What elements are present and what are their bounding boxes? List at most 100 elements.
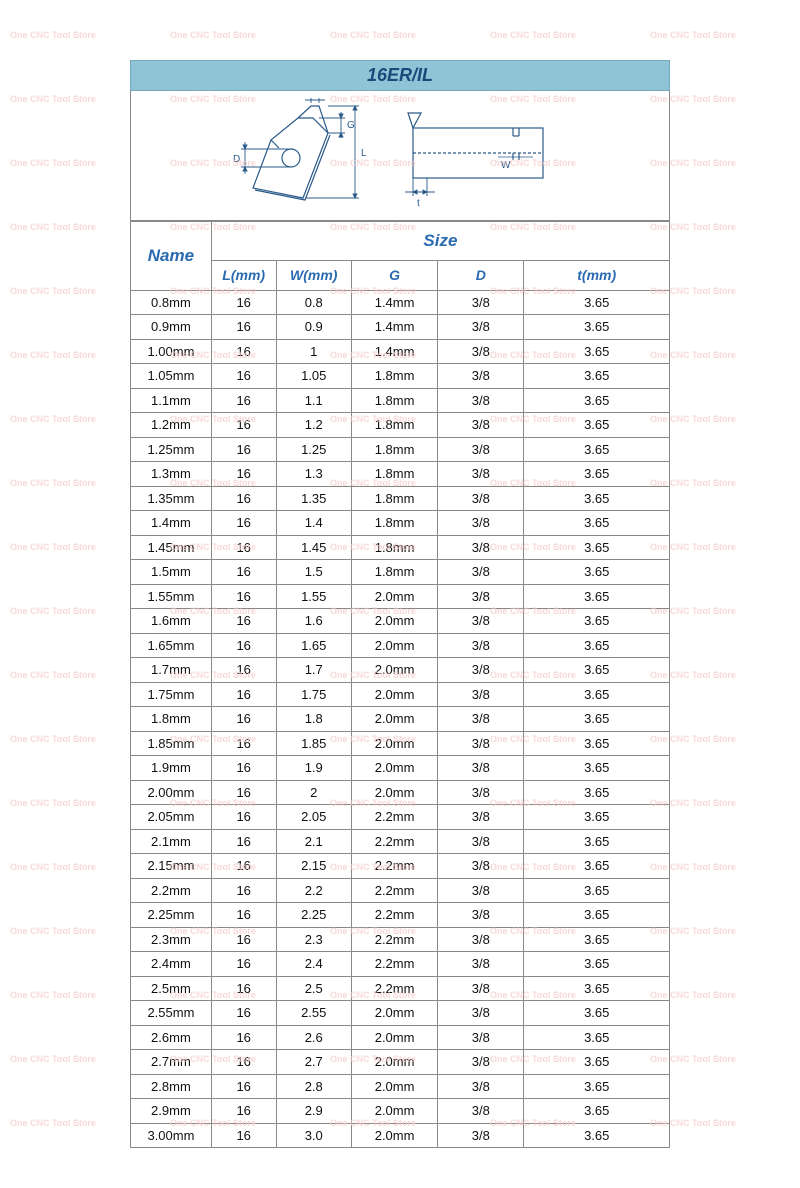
watermark-text: One CNC Tool Store	[10, 670, 96, 680]
cell-t: 3.65	[524, 462, 670, 487]
cell-name: 1.45mm	[131, 535, 212, 560]
cell-G: 1.8mm	[351, 413, 437, 438]
cell-name: 3.00mm	[131, 1123, 212, 1148]
cell-L: 16	[211, 290, 276, 315]
cell-L: 16	[211, 339, 276, 364]
cell-D: 3/8	[438, 609, 524, 634]
watermark-text: One CNC Tool Store	[10, 542, 96, 552]
cell-t: 3.65	[524, 1025, 670, 1050]
cell-L: 16	[211, 560, 276, 585]
cell-W: 2.25	[276, 903, 351, 928]
cell-name: 2.7mm	[131, 1050, 212, 1075]
table-row: 2.25mm162.252.2mm3/83.65	[131, 903, 670, 928]
table-row: 1.4mm161.41.8mm3/83.65	[131, 511, 670, 536]
cell-W: 2.3	[276, 927, 351, 952]
cell-L: 16	[211, 780, 276, 805]
cell-L: 16	[211, 511, 276, 536]
cell-D: 3/8	[438, 829, 524, 854]
cell-G: 2.2mm	[351, 854, 437, 879]
table-row: 1.2mm161.21.8mm3/83.65	[131, 413, 670, 438]
cell-D: 3/8	[438, 511, 524, 536]
cell-W: 1.8	[276, 707, 351, 732]
cell-name: 2.9mm	[131, 1099, 212, 1124]
table-row: 1.85mm161.852.0mm3/83.65	[131, 731, 670, 756]
cell-L: 16	[211, 658, 276, 683]
cell-L: 16	[211, 1001, 276, 1026]
cell-G: 2.2mm	[351, 952, 437, 977]
cell-t: 3.65	[524, 1123, 670, 1148]
cell-G: 1.8mm	[351, 560, 437, 585]
cell-D: 3/8	[438, 658, 524, 683]
watermark-text: One CNC Tool Store	[10, 30, 96, 40]
cell-W: 2.05	[276, 805, 351, 830]
cell-W: 2	[276, 780, 351, 805]
table-row: 1.45mm161.451.8mm3/83.65	[131, 535, 670, 560]
cell-t: 3.65	[524, 388, 670, 413]
cell-W: 1.65	[276, 633, 351, 658]
cell-W: 3.0	[276, 1123, 351, 1148]
cell-D: 3/8	[438, 878, 524, 903]
cell-name: 1.00mm	[131, 339, 212, 364]
cell-W: 1.35	[276, 486, 351, 511]
watermark-text: One CNC Tool Store	[10, 1054, 96, 1064]
cell-G: 1.4mm	[351, 315, 437, 340]
watermark-text: One CNC Tool Store	[10, 990, 96, 1000]
table-row: 2.05mm162.052.2mm3/83.65	[131, 805, 670, 830]
cell-name: 2.25mm	[131, 903, 212, 928]
table-row: 1.05mm161.051.8mm3/83.65	[131, 364, 670, 389]
cell-W: 1.3	[276, 462, 351, 487]
table-row: 0.9mm160.91.4mm3/83.65	[131, 315, 670, 340]
cell-name: 1.75mm	[131, 682, 212, 707]
cell-W: 1.05	[276, 364, 351, 389]
table-row: 2.55mm162.552.0mm3/83.65	[131, 1001, 670, 1026]
table-row: 2.4mm162.42.2mm3/83.65	[131, 952, 670, 977]
table-row: 3.00mm163.02.0mm3/83.65	[131, 1123, 670, 1148]
cell-D: 3/8	[438, 756, 524, 781]
cell-W: 1.6	[276, 609, 351, 634]
cell-D: 3/8	[438, 462, 524, 487]
cell-D: 3/8	[438, 364, 524, 389]
cell-W: 1.1	[276, 388, 351, 413]
table-row: 0.8mm160.81.4mm3/83.65	[131, 290, 670, 315]
cell-D: 3/8	[438, 437, 524, 462]
diagram-insert: W G L D	[233, 98, 373, 213]
cell-W: 2.6	[276, 1025, 351, 1050]
watermark-text: One CNC Tool Store	[10, 862, 96, 872]
cell-t: 3.65	[524, 731, 670, 756]
cell-name: 1.35mm	[131, 486, 212, 511]
table-row: 2.1mm162.12.2mm3/83.65	[131, 829, 670, 854]
cell-t: 3.65	[524, 560, 670, 585]
cell-name: 2.15mm	[131, 854, 212, 879]
cell-t: 3.65	[524, 290, 670, 315]
cell-t: 3.65	[524, 1050, 670, 1075]
cell-D: 3/8	[438, 413, 524, 438]
cell-L: 16	[211, 1050, 276, 1075]
cell-G: 2.0mm	[351, 1074, 437, 1099]
cell-L: 16	[211, 413, 276, 438]
cell-D: 3/8	[438, 731, 524, 756]
cell-name: 1.3mm	[131, 462, 212, 487]
watermark-text: One CNC Tool Store	[490, 30, 576, 40]
cell-W: 2.15	[276, 854, 351, 879]
svg-text:W: W	[501, 160, 511, 171]
table-row: 1.75mm161.752.0mm3/83.65	[131, 682, 670, 707]
watermark-text: One CNC Tool Store	[10, 926, 96, 936]
cell-D: 3/8	[438, 290, 524, 315]
cell-t: 3.65	[524, 658, 670, 683]
table-row: 1.5mm161.51.8mm3/83.65	[131, 560, 670, 585]
cell-W: 2.4	[276, 952, 351, 977]
cell-L: 16	[211, 609, 276, 634]
cell-G: 2.0mm	[351, 731, 437, 756]
diagram-row: W G L D	[130, 91, 670, 221]
cell-t: 3.65	[524, 633, 670, 658]
svg-text:W: W	[307, 98, 317, 99]
cell-t: 3.65	[524, 927, 670, 952]
cell-G: 1.8mm	[351, 535, 437, 560]
title-bar: 16ER/IL	[130, 60, 670, 91]
cell-D: 3/8	[438, 1001, 524, 1026]
cell-t: 3.65	[524, 437, 670, 462]
cell-G: 1.8mm	[351, 486, 437, 511]
cell-D: 3/8	[438, 780, 524, 805]
cell-L: 16	[211, 1074, 276, 1099]
table-row: 2.8mm162.82.0mm3/83.65	[131, 1074, 670, 1099]
